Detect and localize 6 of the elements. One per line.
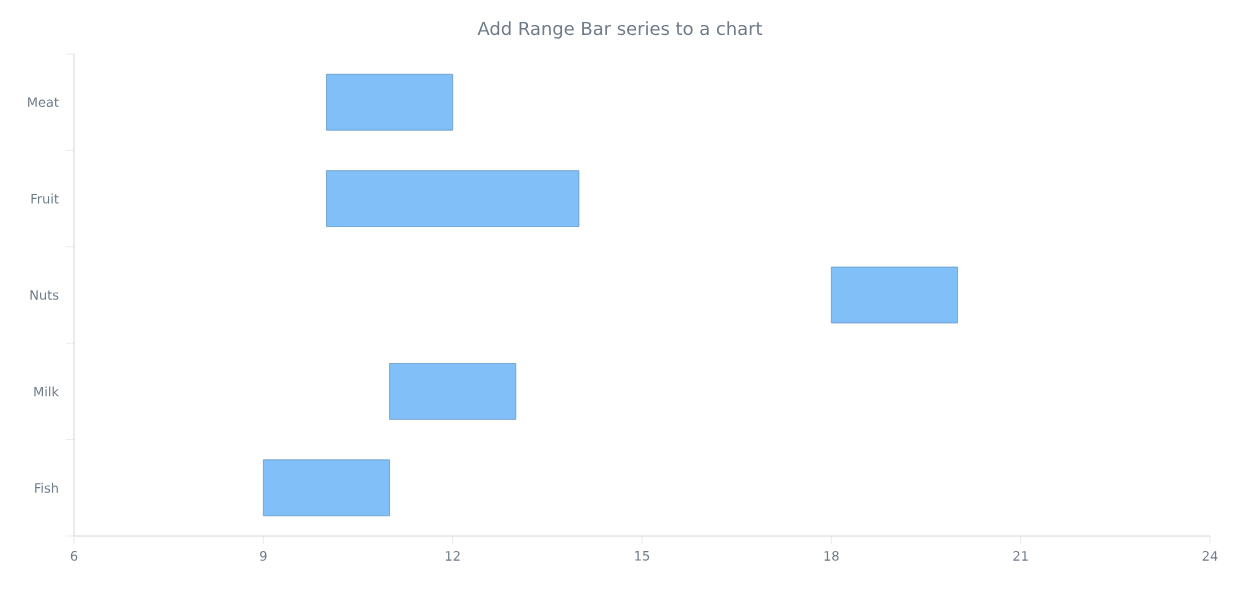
bar [326,73,454,131]
bar [262,459,390,517]
bar [326,170,580,227]
chart-title: Add Range Bar series to a chart [477,21,763,39]
bar [830,266,958,324]
bar [389,363,517,420]
